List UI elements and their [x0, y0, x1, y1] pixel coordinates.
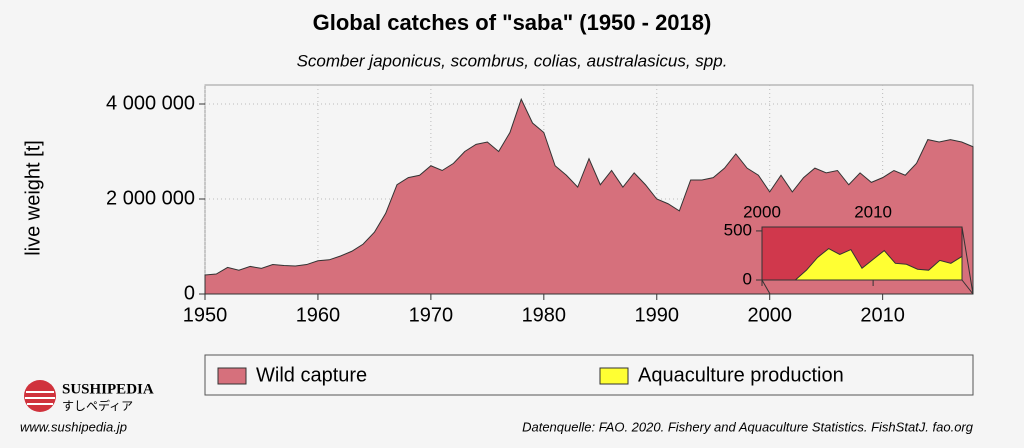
- y-axis-label: live weight [t]: [22, 140, 44, 256]
- inset-connector: [761, 279, 771, 295]
- logo-subtitle: すしペディア: [62, 398, 133, 413]
- logo: SUSHIPEDIA すしペディア: [24, 380, 154, 413]
- x-tick-label: 1980: [522, 304, 567, 326]
- x-tick-label: 2010: [854, 202, 892, 221]
- chart-subtitle: Scomber japonicus, scombrus, colias, aus…: [297, 51, 728, 70]
- site-url: www.sushipedia.jp: [20, 419, 127, 434]
- logo-name: SUSHIPEDIA: [62, 381, 154, 397]
- legend-label: Aquaculture production: [638, 364, 844, 386]
- y-tick-label: 0: [743, 269, 752, 288]
- legend-swatch: [217, 367, 247, 385]
- source: Datenquelle: FAO. 2020. Fishery and Aqua…: [522, 419, 974, 434]
- x-tick-label: 1960: [296, 304, 341, 326]
- inset-connector: [961, 279, 974, 295]
- y-tick-label: 4 000 000: [106, 92, 195, 114]
- legend-label: Wild capture: [256, 364, 367, 386]
- y-tick-label: 2 000 000: [106, 187, 195, 209]
- x-tick-label: 2000: [747, 304, 792, 326]
- x-tick-label: 2010: [860, 304, 905, 326]
- y-tick-label: 0: [184, 282, 195, 304]
- x-tick-label: 1950: [183, 304, 228, 326]
- y-tick-label: 500: [724, 220, 752, 239]
- x-tick-label: 1970: [409, 304, 454, 326]
- legend-swatch: [599, 367, 629, 385]
- x-tick-label: 2000: [743, 202, 781, 221]
- logo-icon: [24, 380, 56, 412]
- legend: [204, 354, 974, 396]
- logo-stripes: [25, 391, 55, 405]
- chart-title: Global catches of "saba" (1950 - 2018): [313, 10, 712, 35]
- inset-connector: [961, 226, 974, 295]
- area: [762, 247, 963, 281]
- x-tick-label: 1990: [635, 304, 680, 326]
